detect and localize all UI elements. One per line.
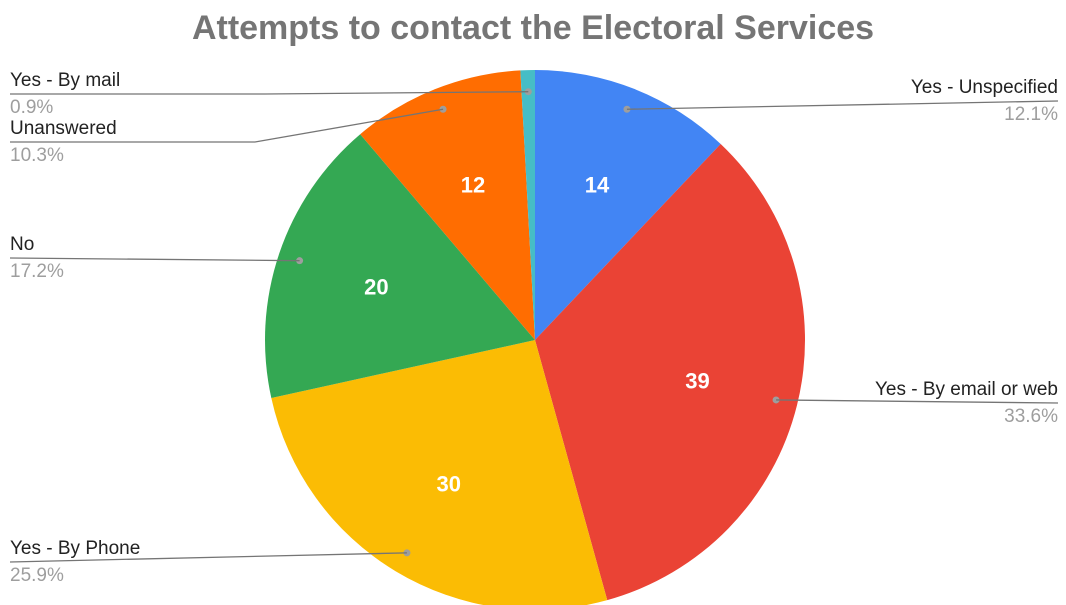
slice-percent-yes-by-phone: 25.9% — [10, 565, 64, 586]
pie-slice-no[interactable] — [264, 134, 535, 399]
slice-label-yes-by-email-or-web: Yes - By email or web — [875, 379, 1058, 400]
slice-value-yes-by-email-or-web: 39 — [685, 368, 709, 393]
pie-slice-unanswered[interactable] — [360, 70, 535, 340]
leader-line-yes-unspecified — [626, 100, 1059, 110]
slice-percent-yes-by-mail: 0.9% — [10, 97, 53, 118]
slice-label-yes-by-phone: Yes - By Phone — [10, 538, 140, 559]
slice-label-yes-by-mail: Yes - By mail — [10, 70, 120, 91]
slice-value-unanswered: 12 — [461, 172, 485, 197]
pie-slice-yes-by-email-or-web[interactable] — [535, 143, 806, 601]
chart-title: Attempts to contact the Electoral Servic… — [192, 9, 874, 47]
slice-value-no: 20 — [364, 275, 388, 300]
slice-percent-yes-unspecified: 12.1% — [1004, 104, 1058, 125]
leader-line-yes-by-email-or-web — [776, 399, 1059, 404]
slice-label-unanswered: Unanswered — [10, 118, 117, 139]
slice-label-yes-unspecified: Yes - Unspecified — [911, 77, 1058, 98]
leader-line-no — [9, 257, 300, 262]
leader-line-yes-by-phone — [9, 552, 407, 563]
pie-slice-yes-by-mail[interactable] — [520, 70, 535, 340]
slice-value-yes-unspecified: 14 — [585, 172, 610, 197]
slice-value-yes-by-phone: 30 — [436, 471, 460, 496]
leader-line-yes-by-mail — [10, 91, 529, 95]
slice-label-no: No — [10, 234, 34, 255]
slice-percent-unanswered: 10.3% — [10, 145, 64, 166]
leader-line-unanswered — [10, 108, 444, 143]
slice-percent-yes-by-email-or-web: 33.6% — [1004, 406, 1058, 427]
pie-slice-yes-unspecified[interactable] — [535, 70, 721, 340]
slice-percent-no: 17.2% — [10, 261, 64, 282]
pie-slice-yes-by-phone[interactable] — [271, 340, 608, 605]
